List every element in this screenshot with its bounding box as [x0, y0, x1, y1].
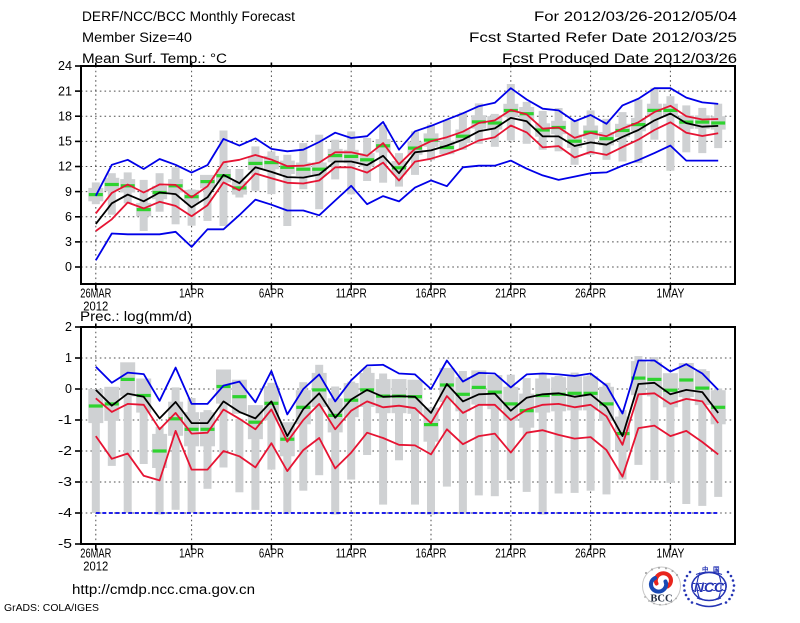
svg-text:3: 3: [65, 235, 72, 249]
svg-text:-2: -2: [58, 444, 72, 458]
svg-text:NCC: NCC: [694, 579, 725, 595]
svg-text:0: 0: [65, 382, 72, 396]
svg-text:BCC: BCC: [650, 594, 672, 605]
svg-text:12: 12: [58, 160, 72, 174]
svg-text:16APR: 16APR: [416, 287, 447, 301]
svg-text:15: 15: [58, 135, 72, 149]
svg-text:2012: 2012: [83, 300, 108, 314]
svg-text:2: 2: [65, 320, 72, 334]
svg-text:11APR: 11APR: [336, 287, 367, 301]
svg-text:26MAR: 26MAR: [80, 547, 111, 561]
svg-text:2012: 2012: [83, 560, 108, 574]
svg-text:GrADS: COLA/IGES: GrADS: COLA/IGES: [4, 602, 99, 614]
svg-text:26APR: 26APR: [575, 547, 606, 561]
svg-text:6APR: 6APR: [259, 547, 284, 561]
svg-text:Mean Surf. Temp.: °C: Mean Surf. Temp.: °C: [82, 51, 227, 66]
svg-text:21: 21: [58, 84, 72, 98]
svg-text:DERF/NCC/BCC Monthly Forecast: DERF/NCC/BCC Monthly Forecast: [82, 9, 295, 24]
svg-text:18: 18: [58, 110, 72, 124]
svg-text:中: 中: [702, 565, 709, 574]
svg-text:-4: -4: [58, 506, 72, 520]
svg-text:1APR: 1APR: [179, 287, 204, 301]
svg-text:1MAY: 1MAY: [656, 287, 685, 301]
svg-text:1MAY: 1MAY: [656, 547, 685, 561]
svg-text:For 2012/03/26-2012/05/04: For 2012/03/26-2012/05/04: [534, 9, 738, 24]
svg-text:11APR: 11APR: [336, 547, 367, 561]
svg-text:21APR: 21APR: [495, 547, 526, 561]
svg-text:26MAR: 26MAR: [80, 287, 111, 301]
svg-text:16APR: 16APR: [416, 547, 447, 561]
svg-text:Prec.: log(mm/d): Prec.: log(mm/d): [80, 309, 192, 324]
svg-text:-3: -3: [58, 475, 72, 489]
svg-text:1: 1: [65, 351, 72, 365]
svg-text:9: 9: [65, 185, 72, 199]
svg-text:Fcst Started Refer Date 2012/0: Fcst Started Refer Date 2012/03/25: [469, 30, 737, 45]
svg-text:1APR: 1APR: [179, 547, 204, 561]
svg-text:-5: -5: [58, 537, 72, 551]
svg-text:Fcst Produced Date 2012/03/26: Fcst Produced Date 2012/03/26: [502, 51, 737, 66]
svg-text:-1: -1: [58, 413, 72, 427]
svg-text:6: 6: [65, 210, 72, 224]
svg-text:6APR: 6APR: [259, 287, 284, 301]
svg-text:国: 国: [713, 565, 720, 574]
svg-text:Member Size=40: Member Size=40: [82, 30, 192, 45]
svg-text:26APR: 26APR: [575, 287, 606, 301]
svg-text:0: 0: [65, 260, 72, 274]
svg-text:21APR: 21APR: [495, 287, 526, 301]
svg-text:http://cmdp.ncc.cma.gov.cn: http://cmdp.ncc.cma.gov.cn: [72, 582, 255, 597]
svg-text:24: 24: [58, 59, 72, 73]
